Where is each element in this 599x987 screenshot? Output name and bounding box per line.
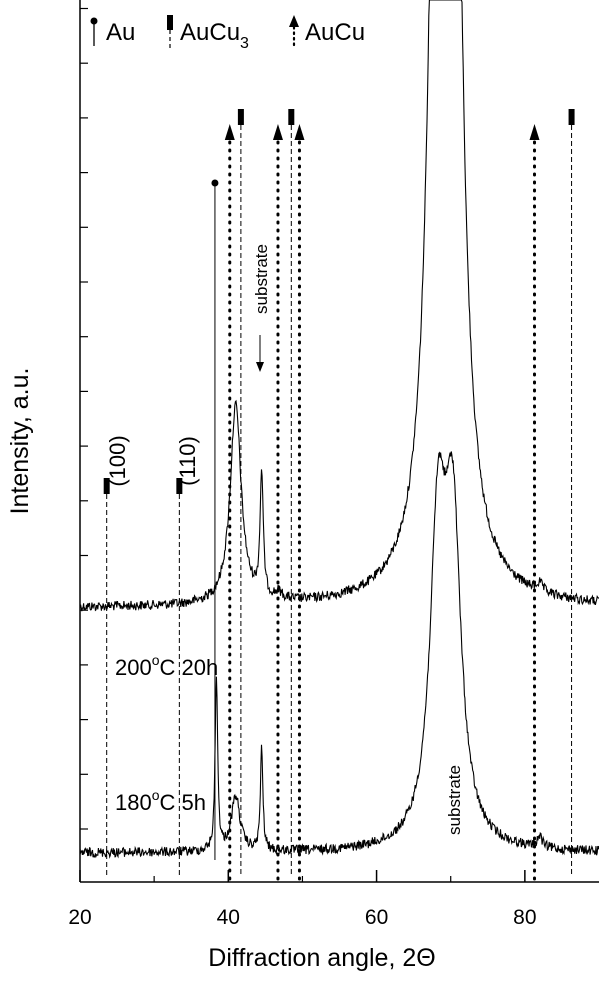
series-label-200c-sup: o (152, 652, 160, 668)
legend-item-aucu3: AuCu3 (167, 15, 249, 52)
legend-aucu3-label: AuCu3 (180, 19, 249, 52)
miller-label-100: (100) (105, 435, 130, 486)
legend-aucu3-sub: 3 (240, 35, 249, 52)
miller-label-110: (110) (175, 436, 200, 486)
x-axis-title: Diffraction angle, 2Θ (208, 944, 435, 972)
series-label-180c: 180oC 5h (115, 787, 206, 815)
x-tick-label-60: 60 (365, 906, 388, 929)
x-tick-label-40: 40 (217, 906, 240, 929)
au-ref-marker (211, 179, 219, 187)
y-ticks (80, 7, 88, 830)
series-label-200c-main: 200 (115, 655, 152, 680)
aucu3-ref-marker (237, 109, 244, 125)
substrate-label-upper: substrate (252, 244, 271, 314)
y-axis-title: Intensity, a.u. (6, 368, 34, 515)
aucu-ref-marker (272, 124, 283, 140)
legend-aucu3-main: AuCu (180, 19, 240, 46)
aucu3-ref-marker (288, 109, 295, 125)
legend: Au AuCu3 AuCu (90, 15, 365, 52)
series-label-180c-rest: C 5h (160, 790, 206, 815)
x-ticks: 20 40 60 80 (68, 870, 537, 929)
aucu3-ref-marker (176, 478, 183, 494)
substrate-arrowhead-upper (256, 362, 264, 372)
aucu-ref-marker (294, 124, 305, 140)
series-line-1 (79, 451, 599, 859)
series-label-180c-sup: o (152, 787, 160, 803)
legend-aucu3-marker (167, 15, 173, 30)
x-tick-label-20: 20 (68, 906, 91, 929)
series-layer (79, 0, 599, 859)
aucu3-ref-marker (568, 109, 575, 125)
reference-lines (103, 109, 575, 884)
series-line-0 (79, 0, 599, 612)
legend-au-label: Au (106, 19, 135, 46)
legend-item-au: Au (90, 17, 135, 46)
legend-aucu-label: AuCu (305, 19, 365, 46)
series-label-200c-rest: C 20h (160, 655, 219, 680)
substrate-label-lower: substrate (445, 765, 464, 835)
aucu-ref-marker (224, 124, 235, 140)
series-label-180c-main: 180 (115, 790, 152, 815)
legend-aucu-marker (289, 15, 299, 27)
x-tick-label-80: 80 (513, 906, 536, 929)
series-label-200c: 200oC 20h (115, 652, 218, 680)
aucu-ref-marker (529, 124, 540, 140)
legend-item-aucu: AuCu (289, 15, 365, 50)
aucu3-ref-marker (103, 478, 110, 494)
